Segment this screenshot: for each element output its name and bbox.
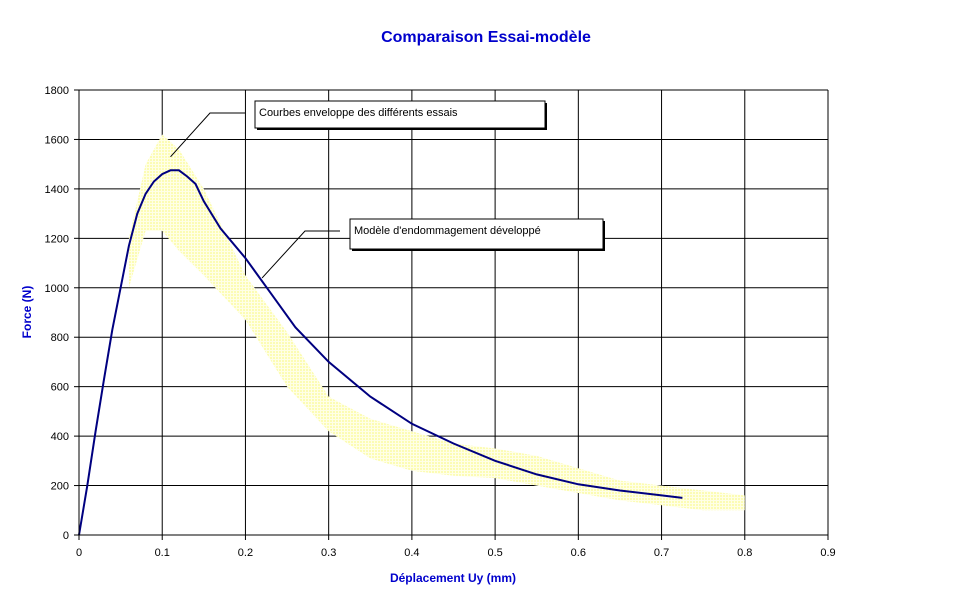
annotation-leader-line	[261, 230, 340, 279]
annotation-text: Courbes enveloppe des différents essais	[259, 107, 458, 119]
annotation-leader-line	[170, 112, 245, 158]
model-curve	[78, 169, 683, 536]
x-tick-label: 0.6	[571, 547, 586, 559]
y-tick-label: 0	[63, 530, 69, 542]
envelope-band-group	[128, 134, 745, 511]
model-curve-group	[78, 169, 683, 536]
x-tick-label: 0.8	[737, 547, 752, 559]
chart-title: Comparaison Essai-modèle	[381, 29, 591, 46]
x-axis-label: Déplacement Uy (mm)	[390, 571, 516, 585]
axes	[74, 89, 829, 540]
envelope-band	[128, 134, 745, 511]
x-tick-label: 0.5	[487, 547, 502, 559]
y-tick-label: 1600	[45, 134, 69, 146]
y-tick-label: 1200	[45, 233, 69, 245]
y-axis-label: Force (N)	[20, 286, 34, 339]
y-tick-label: 600	[51, 382, 69, 394]
annotation-box	[349, 218, 604, 250]
y-tick-label: 1400	[45, 184, 69, 196]
grid-lines	[79, 89, 829, 535]
annotation-text: Modèle d'endommagement développé	[354, 225, 541, 237]
tick-labels: 0 0.1 0.2 0.3 0.4 0.5 0.6 0.7 0.8 0.9 0 200 400 600 80…	[45, 85, 836, 559]
x-tick-label: 0	[76, 547, 82, 559]
x-tick-label: 0.9	[820, 547, 835, 559]
y-tick-label: 1800	[45, 85, 69, 97]
x-tick-label: 0.1	[155, 547, 170, 559]
y-tick-label: 400	[51, 431, 69, 443]
annotations: Courbes enveloppe des différents essais M…	[170, 100, 605, 279]
annotation-box	[254, 100, 546, 129]
x-tick-label: 0.4	[404, 547, 419, 559]
y-tick-label: 800	[51, 332, 69, 344]
y-tick-label: 200	[51, 481, 69, 493]
x-tick-label: 0.7	[654, 547, 669, 559]
y-tick-label: 1000	[45, 283, 69, 295]
x-tick-label: 0.3	[321, 547, 336, 559]
x-tick-label: 0.2	[238, 547, 253, 559]
